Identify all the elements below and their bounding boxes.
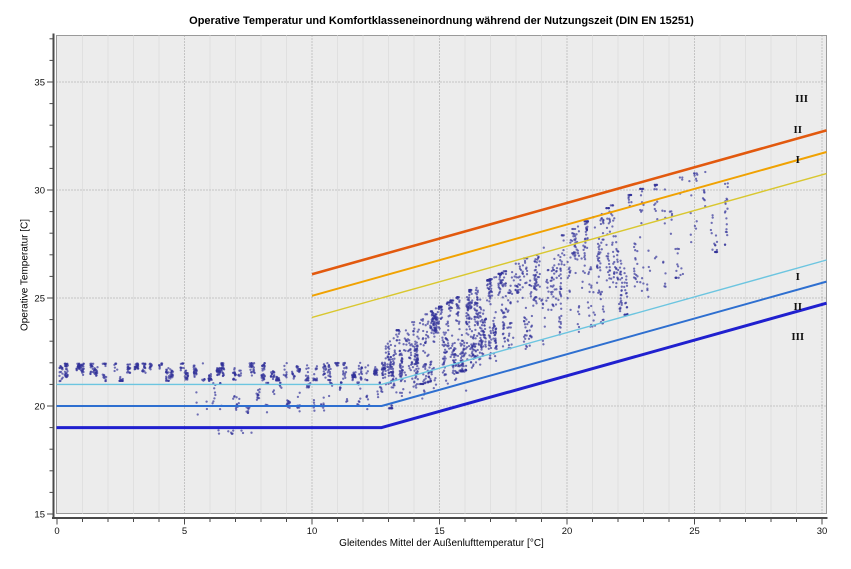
x-tick-label: 30	[817, 526, 828, 537]
y-tick-label: 25	[34, 294, 45, 305]
comfort-line-upper-class-II	[311, 151, 827, 297]
x-tick-label: 10	[307, 526, 318, 537]
scatter-points	[58, 170, 729, 436]
comfort-line-upper-class-I	[311, 172, 827, 319]
comfort-class-label: I	[796, 271, 800, 283]
x-tick-labels: 0 5 10 15 20 25 30	[54, 526, 827, 537]
comfort-class-label: III	[795, 93, 808, 105]
chart-title: Operative Temperatur und Komfortklassene…	[189, 15, 694, 27]
x-tick-label: 15	[434, 526, 445, 537]
x-tick-label: 25	[689, 526, 700, 537]
comfort-lines	[56, 129, 827, 430]
y-tick-label: 30	[34, 186, 45, 197]
y-tick-label: 15	[34, 510, 45, 521]
comfort-line-lower-class-II	[56, 280, 827, 407]
comfort-line-upper-class-III	[311, 129, 827, 276]
grid-major	[56, 35, 827, 514]
plot-background	[56, 35, 827, 514]
comfort-class-label: I	[796, 154, 800, 166]
comfort-class-label: III	[791, 331, 804, 343]
y-tick-label: 20	[34, 402, 45, 413]
axes	[47, 33, 828, 525]
comfort-class-label: II	[793, 124, 802, 136]
x-axis-title: Gleitendes Mittel der Außenlufttemperatu…	[339, 538, 544, 549]
x-tick-label: 0	[54, 526, 59, 537]
x-tick-label: 5	[182, 526, 187, 537]
y-tick-label: 35	[34, 78, 45, 89]
comfort-class-label: II	[793, 301, 802, 313]
comfort-line-lower-class-I	[56, 259, 827, 386]
y-tick-labels: 15 20 25 30 35	[34, 78, 45, 521]
comfort-line-lower-class-III	[56, 301, 827, 430]
x-tick-label: 20	[562, 526, 573, 537]
